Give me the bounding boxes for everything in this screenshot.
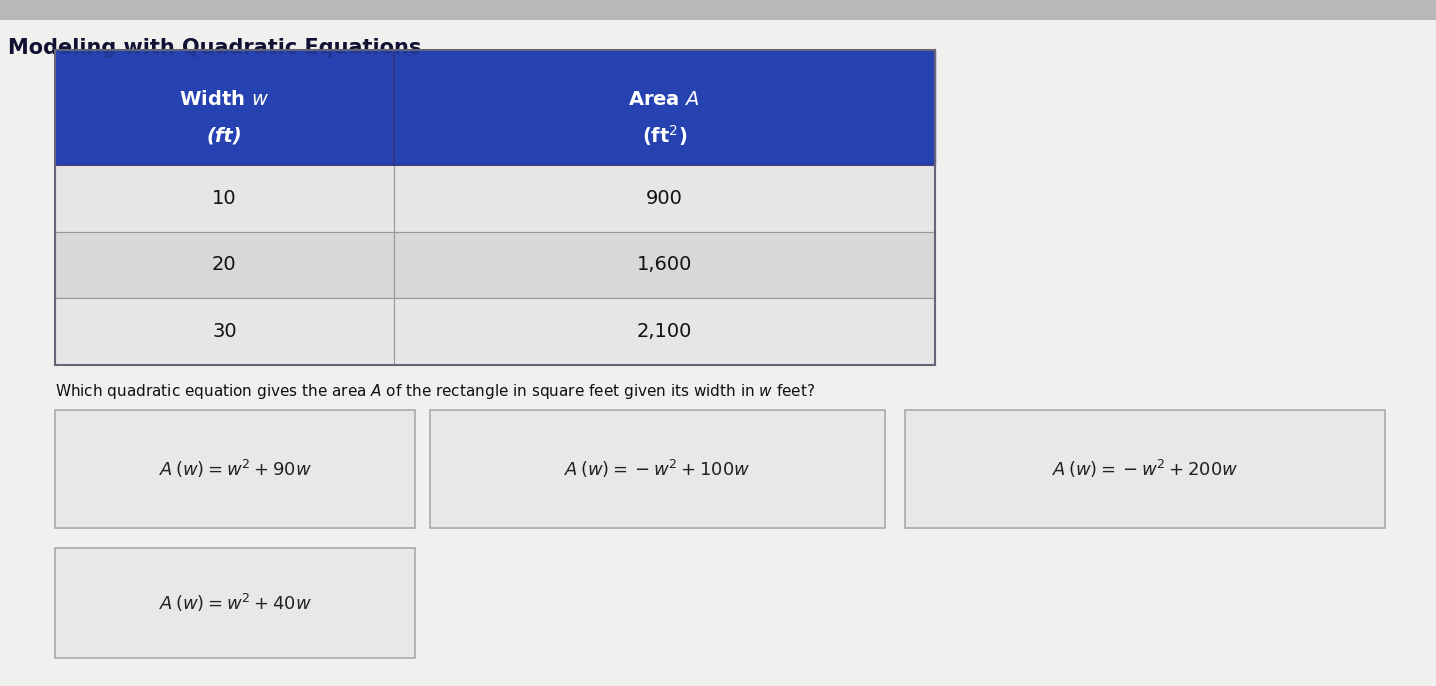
Bar bbox=[55, 298, 393, 365]
Text: (ft$^2$): (ft$^2$) bbox=[642, 123, 686, 148]
Bar bbox=[905, 410, 1384, 528]
Text: (ft): (ft) bbox=[207, 126, 243, 145]
Bar bbox=[0, 0, 1436, 20]
Bar bbox=[55, 232, 393, 298]
Bar bbox=[55, 50, 393, 165]
Bar bbox=[55, 548, 415, 658]
Bar bbox=[393, 50, 935, 165]
Text: Which quadratic equation gives the area $A$ of the rectangle in square feet give: Which quadratic equation gives the area … bbox=[55, 382, 816, 401]
Text: 1,600: 1,600 bbox=[636, 255, 692, 274]
Bar bbox=[55, 410, 415, 528]
Text: $A\,(w) = -w^2 + 100w$: $A\,(w) = -w^2 + 100w$ bbox=[564, 458, 751, 480]
Text: Width $w$: Width $w$ bbox=[180, 90, 270, 109]
Bar bbox=[429, 410, 885, 528]
Bar bbox=[393, 232, 935, 298]
Text: 20: 20 bbox=[213, 255, 237, 274]
Text: 10: 10 bbox=[213, 189, 237, 208]
Text: $A\,(w) = w^2 + 40w$: $A\,(w) = w^2 + 40w$ bbox=[158, 592, 312, 614]
Text: 900: 900 bbox=[646, 189, 684, 208]
Text: $A\,(w) = -w^2 + 200w$: $A\,(w) = -w^2 + 200w$ bbox=[1051, 458, 1238, 480]
Text: Area $A$: Area $A$ bbox=[629, 90, 701, 109]
Bar bbox=[393, 50, 935, 165]
Text: 2,100: 2,100 bbox=[636, 322, 692, 341]
Text: Modeling with Quadratic Equations: Modeling with Quadratic Equations bbox=[9, 38, 421, 58]
Bar bbox=[393, 298, 935, 365]
Bar bbox=[55, 165, 393, 232]
Bar bbox=[55, 50, 393, 165]
Bar bbox=[55, 50, 935, 365]
Bar bbox=[393, 165, 935, 232]
Text: $A\,(w) = w^2 + 90w$: $A\,(w) = w^2 + 90w$ bbox=[158, 458, 312, 480]
Text: 30: 30 bbox=[213, 322, 237, 341]
